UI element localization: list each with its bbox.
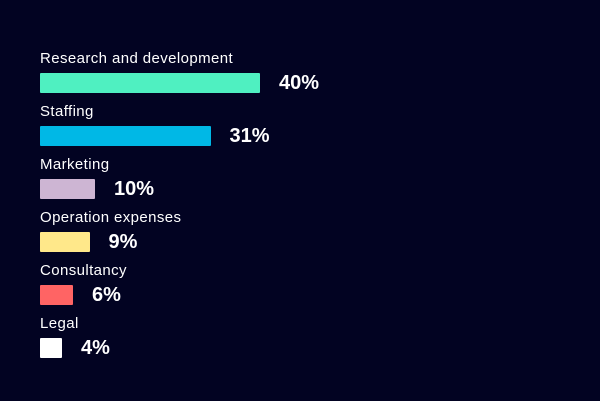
- value-label: 31%: [229, 125, 270, 147]
- bar: [40, 126, 211, 146]
- category-label: Legal: [40, 315, 79, 332]
- category-label: Marketing: [40, 156, 110, 173]
- category-label: Operation expenses: [40, 209, 182, 226]
- category-label: Research and development: [40, 50, 234, 67]
- category-label: Consultancy: [40, 262, 127, 279]
- bar: [40, 179, 95, 199]
- category-label: Staffing: [40, 103, 94, 120]
- value-label: 9%: [108, 231, 138, 253]
- value-label: 4%: [81, 337, 110, 359]
- bar: [40, 338, 62, 358]
- value-label: 10%: [114, 178, 155, 200]
- value-label: 6%: [92, 284, 121, 306]
- bar: [40, 73, 260, 93]
- bar: [40, 232, 90, 252]
- value-label: 40%: [279, 72, 320, 94]
- bar: [40, 285, 73, 305]
